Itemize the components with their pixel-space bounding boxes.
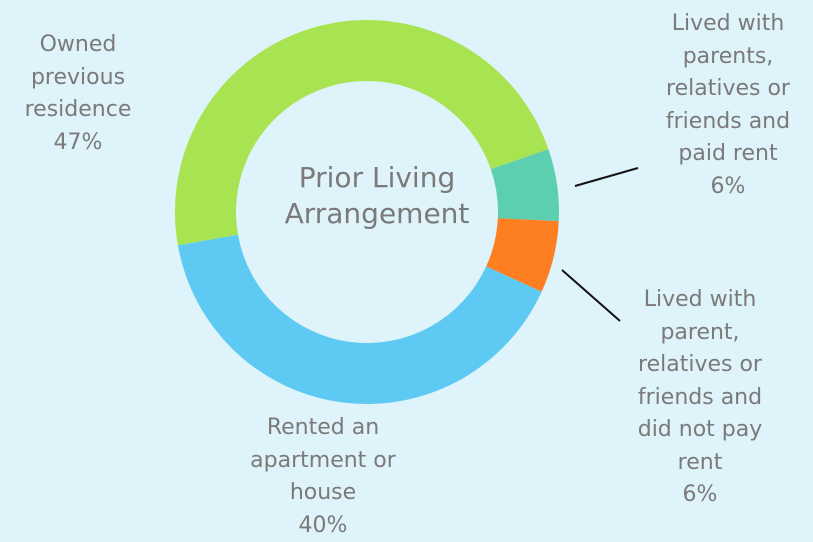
leader-line xyxy=(561,269,621,322)
category-label: Rented an apartment or house xyxy=(250,415,396,505)
donut xyxy=(174,19,559,405)
donut-slice xyxy=(486,218,559,292)
category-label: Owned previous residence xyxy=(24,32,132,122)
value-label: 47% xyxy=(53,129,103,155)
donut-slice xyxy=(490,149,559,222)
donut-slice xyxy=(177,234,542,405)
category-label: Lived with parent, relatives or friends … xyxy=(637,287,763,475)
slice-label: Lived with parent, relatives or friends … xyxy=(622,284,778,512)
value-label: 6% xyxy=(682,482,718,507)
slice-label: Owned previous residence 47% xyxy=(8,29,148,159)
category-label: Lived with parents, relatives or friends… xyxy=(665,11,791,166)
slice-label: Rented an apartment or house 40% xyxy=(248,412,398,542)
slice-label: Lived with parents, relatives or friends… xyxy=(650,8,806,203)
leader-line xyxy=(574,167,639,187)
donut-slice xyxy=(174,19,549,246)
value-label: 6% xyxy=(710,173,746,199)
chart-title: Prior Living Arrangement xyxy=(284,161,470,230)
value-label: 40% xyxy=(298,512,348,538)
